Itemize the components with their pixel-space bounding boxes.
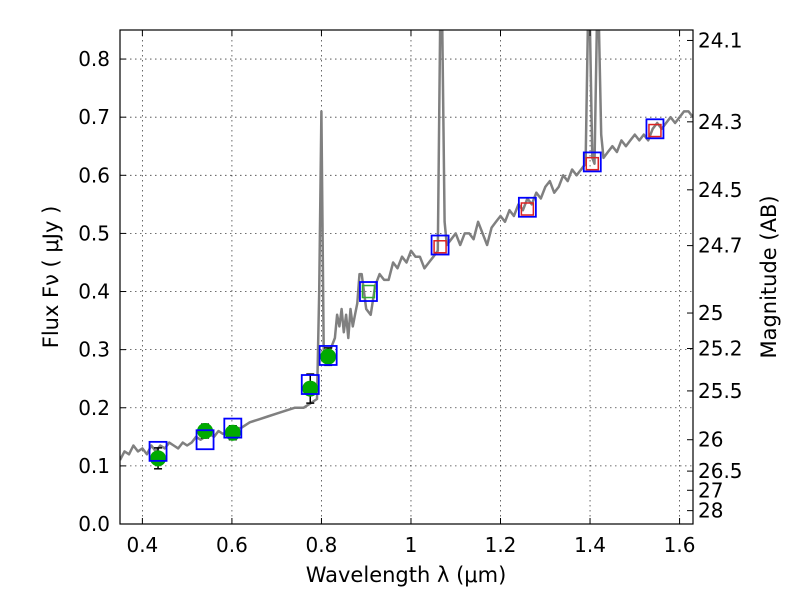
y-tick-label: 0.6 <box>78 163 110 187</box>
y-tick-label: 0.2 <box>78 396 110 420</box>
model-flux-square <box>430 234 450 256</box>
right-tick-label: 25.5 <box>698 379 743 403</box>
model-flux-square <box>318 345 338 366</box>
y-tick-label: 0.8 <box>78 47 110 71</box>
x-tick-label: 1 <box>405 533 418 557</box>
x-tick-label: 0.6 <box>216 533 248 557</box>
y-tick-label: 0.5 <box>78 221 110 245</box>
x-tick-label: 0.8 <box>306 533 338 557</box>
model-flux-square <box>300 374 320 395</box>
band-flux-square <box>520 202 535 216</box>
y-tick-label: 0.3 <box>78 338 110 362</box>
right-tick-label: 24.7 <box>698 234 743 258</box>
right-tick-label: 26 <box>698 428 723 452</box>
right-tick-label: 24.1 <box>698 28 743 52</box>
y-axis-title: Flux Fν ( μJy ) <box>39 206 63 349</box>
right-tick-label: 24.3 <box>698 110 743 134</box>
y-tick-label: 0.0 <box>78 512 110 536</box>
model-flux-square <box>148 440 168 462</box>
right-tick-label: 24.5 <box>698 178 743 202</box>
observed-flux-point <box>320 348 337 365</box>
right-tick-label: 26.5 <box>698 459 743 483</box>
x-tick-label: 1.4 <box>574 533 606 557</box>
marker-layer <box>148 118 665 470</box>
ticks: 0.4 0.6 0.8 1 1.2 1.4 1.6 0.0 0.1 0.2 0.3 0.4 0.5 0.6… <box>78 28 742 557</box>
x-axis-title: Wavelength λ (μm) <box>306 563 507 587</box>
band-flux-square <box>433 240 447 254</box>
model-flux-square <box>582 151 602 173</box>
x-tick-label: 1.6 <box>664 533 696 557</box>
right-tick-label: 28 <box>698 499 723 523</box>
right-tick-label: 27 <box>698 478 723 502</box>
model-spectrum-line <box>120 30 693 461</box>
observed-flux-point <box>302 380 319 397</box>
model-flux-square <box>195 429 215 451</box>
x-tick-label: 0.4 <box>126 533 158 557</box>
model-flux-square <box>223 417 243 439</box>
band-flux-square <box>648 123 662 138</box>
series-layer <box>120 30 693 461</box>
model-flux-square <box>517 196 537 218</box>
y-tick-label: 0.7 <box>78 105 110 129</box>
band-flux-square <box>361 284 376 299</box>
plot-frame <box>119 29 694 525</box>
x-tick-label: 1.2 <box>485 533 517 557</box>
model-flux-square <box>645 118 665 140</box>
right-tick-label: 25.2 <box>698 336 743 360</box>
right-tick-label: 25 <box>698 301 723 325</box>
band-flux-square <box>585 156 600 171</box>
right-axis-title: Magnitude (AB) <box>757 195 781 358</box>
y-tick-label: 0.4 <box>78 280 110 304</box>
model-flux-square <box>359 281 378 302</box>
observed-flux-point <box>150 450 167 467</box>
y-tick-label: 0.1 <box>78 454 110 478</box>
